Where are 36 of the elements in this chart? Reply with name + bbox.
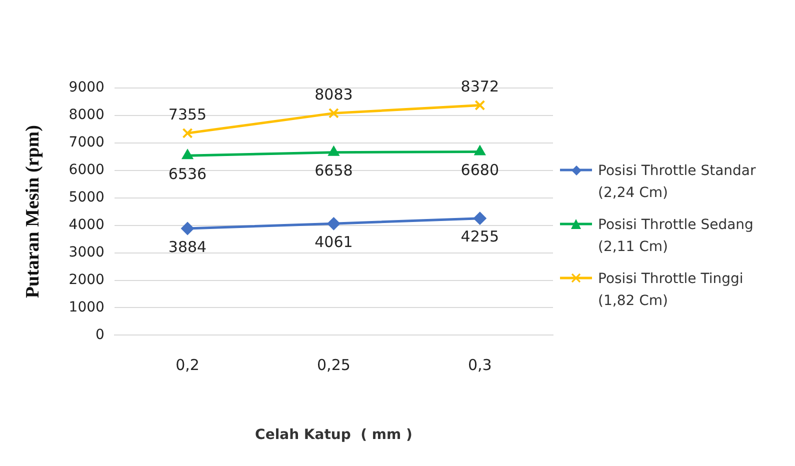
x-axis-title: Celah Katup ( mm ) — [255, 427, 412, 444]
y-tick-label: 8000 — [68, 107, 104, 124]
data-label: 8372 — [460, 78, 499, 96]
point — [328, 108, 339, 118]
data-label: 4061 — [314, 233, 353, 252]
data-label: 6658 — [314, 162, 353, 180]
x-tick-label: 0,2 — [176, 356, 200, 374]
point — [474, 100, 486, 110]
point — [182, 149, 194, 160]
y-tick-label: 5000 — [68, 190, 104, 206]
y-tick-label: 7000 — [68, 134, 104, 151]
point — [328, 146, 340, 156]
point — [473, 212, 486, 225]
data-label: 8083 — [314, 86, 353, 104]
x-tick-label: 0,3 — [468, 356, 492, 374]
y-tick-label: 0 — [96, 326, 104, 343]
point — [182, 128, 193, 138]
data-label: 4255 — [460, 228, 499, 246]
data-label: 3884 — [168, 238, 207, 256]
point — [181, 222, 194, 236]
point — [327, 217, 340, 230]
legend-label: Posisi Throttle Standar (2,24 Cm) — [598, 162, 757, 203]
y-tick-label: 2000 — [68, 272, 104, 288]
y-tick-label: 9000 — [68, 80, 104, 96]
y-tick-label: 6000 — [68, 162, 104, 178]
data-label: 6680 — [460, 161, 499, 180]
legend-label: Posisi Throttle Sedang (2,11 Cm) — [598, 216, 754, 257]
data-label: 6536 — [168, 165, 207, 184]
y-tick-label: 3000 — [68, 244, 104, 260]
data-label: 7355 — [168, 106, 207, 124]
y-tick-label: 4000 — [68, 216, 104, 233]
legend-label: Posisi Throttle Tinggi (1,82 Cm) — [598, 270, 744, 311]
y-tick-label: 1000 — [68, 299, 104, 316]
y-axis-title: Putaran Mesin (rpm) — [22, 125, 44, 298]
point — [474, 145, 486, 156]
x-tick-label: 0,25 — [317, 356, 350, 374]
